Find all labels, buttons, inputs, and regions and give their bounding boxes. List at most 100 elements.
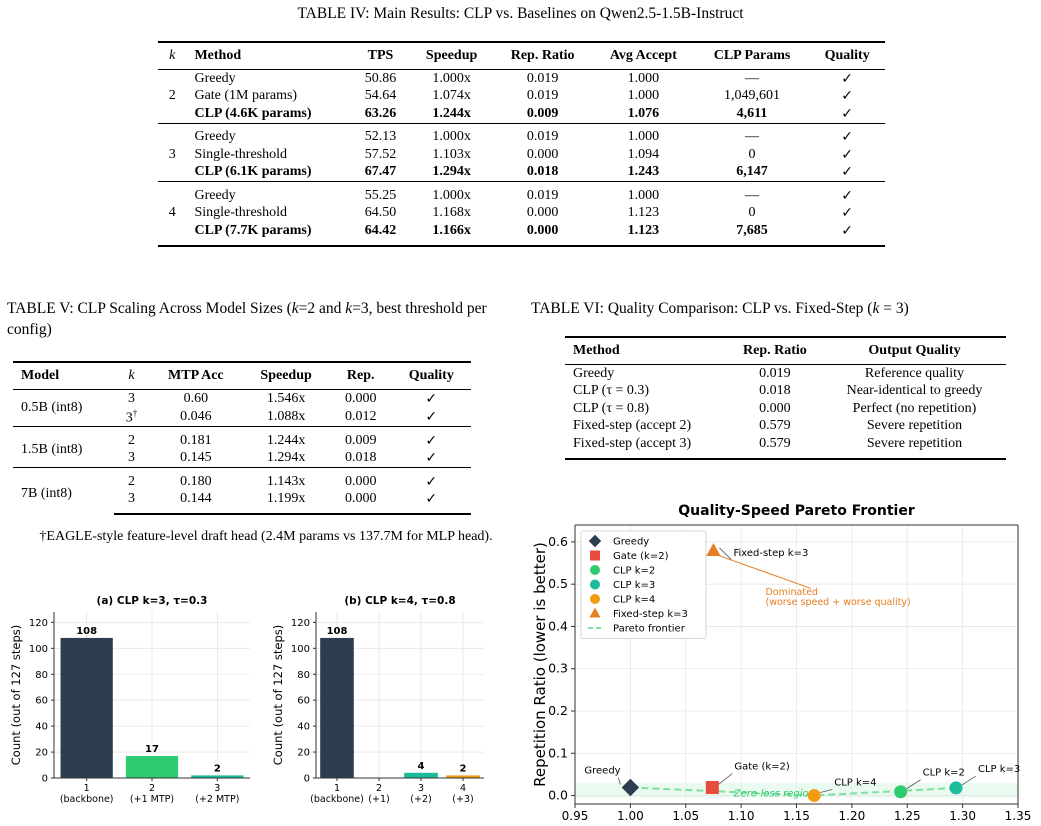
method-cell: Greedy <box>194 70 236 86</box>
model-cell: 0.5B (int8) <box>21 400 83 416</box>
dagger-mark: † <box>132 407 138 418</box>
point-leader <box>961 775 977 786</box>
table4-header: Avg Accept <box>592 41 695 70</box>
params-cell: 7,685 <box>694 222 810 247</box>
y-tick-label: 0.3 <box>548 661 568 676</box>
bar-value-label: 4 <box>418 761 425 772</box>
speedup-cell: 1.244x <box>432 105 471 121</box>
params-cell: 0 <box>748 146 756 162</box>
table-row: CLP (τ = 0.8) 0.000 Perfect (no repetition… <box>565 400 1006 418</box>
speedup-cell: 1.103x <box>432 146 471 162</box>
x-tick-label: 3 <box>418 783 424 794</box>
table5-footnote: †EAGLE-style feature-level draft head (2… <box>39 529 493 544</box>
y-tick-label: 80 <box>297 670 310 681</box>
quality-cell: ✓ <box>841 146 854 163</box>
tps-cell: 54.64 <box>364 88 397 104</box>
table6: Method Rep. Ratio Output Quality Greedy 0.0… <box>565 336 1006 460</box>
rep-cell: 0.000 <box>329 490 392 516</box>
rep-cell: 0.000 <box>526 146 559 162</box>
rep-cell: 0.009 <box>526 105 559 121</box>
tps-cell: 63.26 <box>364 105 397 121</box>
legend-marker <box>590 594 600 604</box>
method-cell: Gate (1M params) <box>194 88 298 104</box>
y-tick-label: 0.2 <box>548 703 568 718</box>
x-tick-label: 1.25 <box>894 809 921 823</box>
params-cell: 0 <box>748 205 756 221</box>
bar <box>125 755 179 778</box>
pareto-frontier-line <box>630 786 957 797</box>
y-tick-label: 0.4 <box>548 618 568 633</box>
table-row: 3 0.145 1.294x 0.018 ✓ <box>13 450 471 468</box>
table5-header: k <box>113 361 150 390</box>
speedup-cell: 1.199x <box>242 490 330 516</box>
table-row: Fixed-step (accept 2) 0.579 Severe repetit… <box>565 418 1006 436</box>
x-tick-label: 1 <box>334 783 340 794</box>
tps-cell: 50.86 <box>364 70 397 86</box>
y-tick-label: 20 <box>297 748 310 759</box>
x-tick-label: (backbone) <box>60 794 114 805</box>
speedup-cell: 1.143x <box>242 467 330 491</box>
params-cell: 6,147 <box>736 164 768 180</box>
acc-cell: 0.046 <box>180 408 212 424</box>
quality-cell: ✓ <box>391 426 471 450</box>
data-point <box>705 781 719 795</box>
x-tick-label: 1 <box>84 783 90 794</box>
speedup-cell: 1.000x <box>409 181 494 205</box>
x-tick-label: (+2) <box>410 794 431 805</box>
point-label: CLP k=2 <box>923 768 965 779</box>
tps-cell: 64.42 <box>351 222 410 247</box>
y-tick-label: 80 <box>35 670 48 681</box>
table5: Model k MTP Acc Speedup Rep. Quality 0.5B (in… <box>13 361 471 516</box>
table4-header: Speedup <box>409 41 494 70</box>
point-leader <box>820 789 833 793</box>
accept-cell: 1.123 <box>592 222 695 247</box>
bar <box>60 637 113 778</box>
bar-value-label: 2 <box>460 763 467 774</box>
legend-marker <box>590 565 600 575</box>
quality-cell: Perfect (no repetition) <box>852 400 977 416</box>
legend-entry: CLP k=2 <box>613 566 655 577</box>
bar-value-label: 2 <box>214 763 221 774</box>
method-cell: CLP (τ = 0.3) <box>573 383 650 399</box>
y-tick-label: 0 <box>304 774 310 785</box>
y-tick-label: 0.5 <box>548 576 568 591</box>
x-tick-label: 3 <box>214 783 220 794</box>
k-cell: 3 <box>113 490 150 516</box>
table4: k Method TPS Speedup Rep. Ratio Avg Accept CLP… <box>158 41 885 247</box>
model-cell: 7B (int8) <box>13 467 114 515</box>
table6-header: Method <box>565 336 727 365</box>
k-cell: 2 <box>113 426 150 450</box>
method-cell: CLP (τ = 0.8) <box>573 400 650 416</box>
method-cell: Greedy <box>573 365 615 381</box>
params-cell: — <box>745 70 760 86</box>
table5-header: Rep. <box>329 361 392 390</box>
table-row: 3 0.144 1.199x 0.000 ✓ <box>13 490 471 516</box>
speedup-cell: 1.166x <box>409 222 494 247</box>
accept-cell: 1.000 <box>592 122 695 146</box>
k-cell: 4 <box>168 205 176 221</box>
x-tick-label: (+2 MTP) <box>195 794 239 805</box>
table5-header: Quality <box>391 361 471 390</box>
quality-cell: Near-identical to greedy <box>846 383 983 399</box>
table-row: Fixed-step (accept 3) 0.579 Severe repetit… <box>565 435 1006 460</box>
quality-cell: Severe repetition <box>822 435 1006 460</box>
legend-entry: Gate (k=2) <box>613 551 669 562</box>
x-tick-label: 1.35 <box>1005 809 1032 823</box>
accept-cell: 1.243 <box>627 164 660 180</box>
legend-entry: CLP k=4 <box>613 595 655 606</box>
quality-cell: ✓ <box>809 181 885 205</box>
table-row: Greedy 0.019 Reference quality <box>565 365 1006 383</box>
table6-header: Rep. Ratio <box>726 336 823 365</box>
x-tick-label: (+1 MTP) <box>130 794 174 805</box>
params-cell: 4,611 <box>736 105 768 121</box>
bar <box>191 775 244 778</box>
x-tick-label: 1.30 <box>949 809 976 823</box>
k-cell: 3 <box>127 450 135 466</box>
rep-cell: 0.019 <box>759 365 791 381</box>
acc-cell: 0.60 <box>183 390 209 406</box>
x-tick-label: (+1) <box>368 794 389 805</box>
data-point <box>894 785 908 799</box>
tps-cell: 57.52 <box>364 146 397 162</box>
quality-cell: ✓ <box>841 105 854 122</box>
method-cell: CLP (6.1K params) <box>194 164 312 180</box>
